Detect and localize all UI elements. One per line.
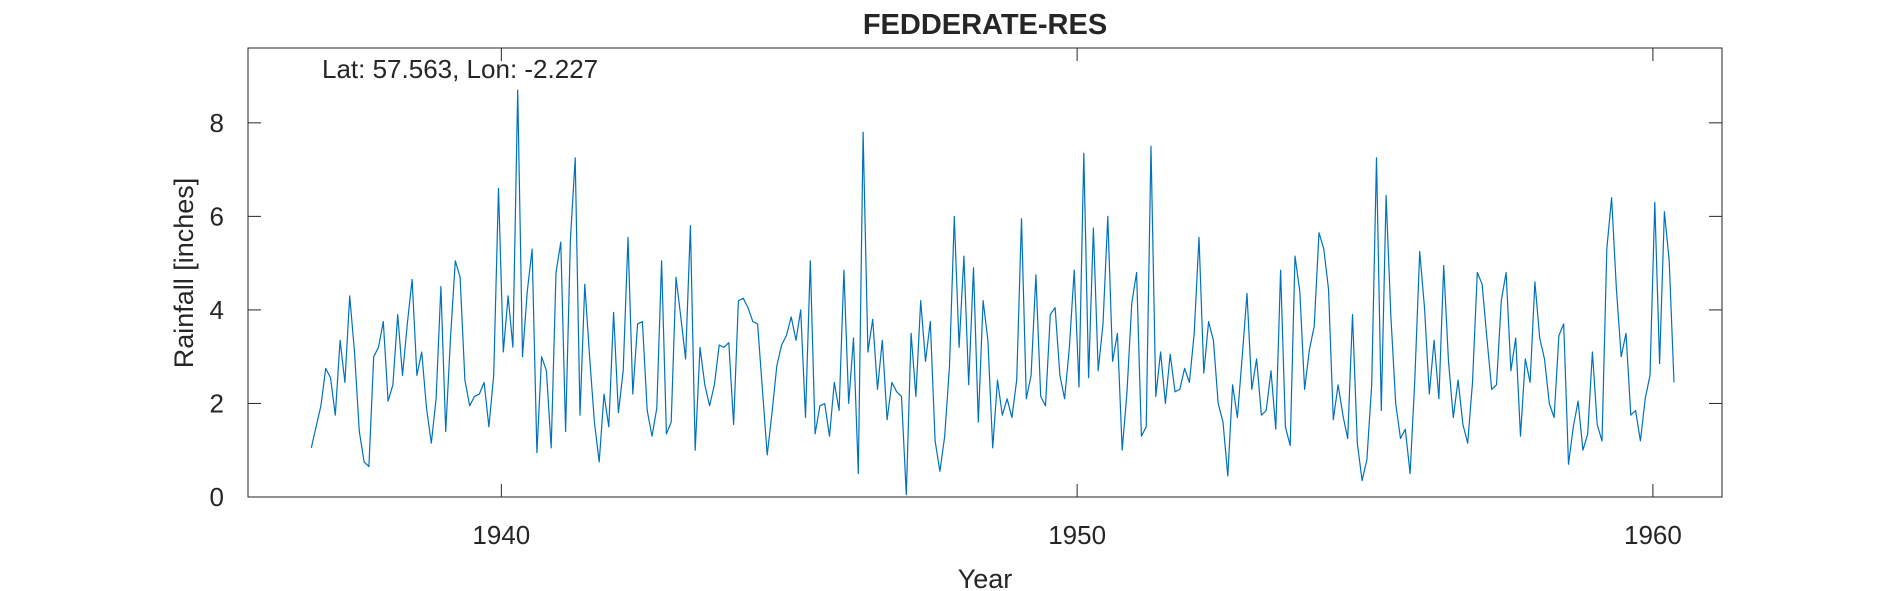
axis-tick-labels: 1940 1950 1960 0 2 4 6 8: [210, 108, 1682, 550]
y-tick-label: 6: [210, 201, 224, 231]
y-tick-label: 0: [210, 482, 224, 512]
plot-area: [247, 47, 1723, 498]
x-tick-label: 1940: [472, 520, 530, 550]
x-tick-label: 1950: [1048, 520, 1106, 550]
axis-ticks: [248, 48, 1722, 498]
rainfall-series-line: [310, 89, 1675, 496]
chart-title: FEDDERATE-RES: [863, 9, 1107, 41]
y-tick-label: 4: [210, 295, 224, 325]
y-axis-label: Rainfall [inches]: [169, 178, 199, 369]
y-tick-label: 2: [210, 388, 224, 418]
location-annotation: Lat: 57.563, Lon: -2.227: [322, 54, 598, 84]
x-tick-label: 1960: [1624, 520, 1682, 550]
y-tick-label: 8: [210, 108, 224, 138]
x-axis-label: Year: [958, 564, 1013, 591]
